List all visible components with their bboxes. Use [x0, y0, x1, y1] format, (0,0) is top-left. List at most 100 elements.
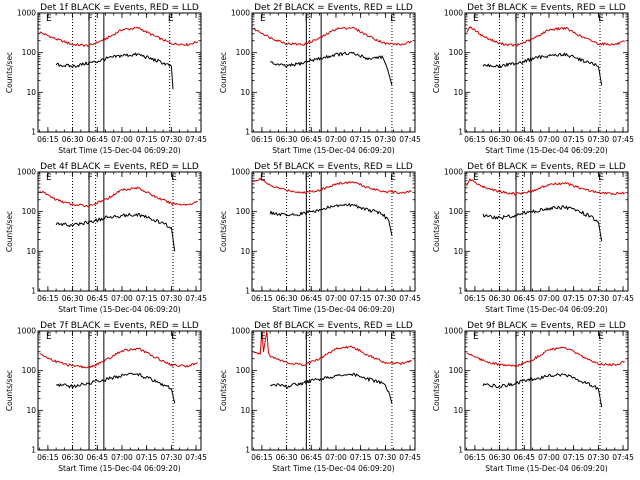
- y-axis-label: Counts/sec: [5, 211, 14, 252]
- chart-title: Det 5f BLACK = Events, RED = LLD: [254, 162, 413, 172]
- x-tick-label: 06:45: [300, 135, 322, 144]
- x-tick-label: 06:45: [513, 135, 535, 144]
- marker-label: E: [260, 14, 266, 24]
- chart-panel-8: Det 8f BLACK = Events, RED = LLD Counts/s…: [219, 321, 421, 473]
- y-tick-label: 100: [22, 48, 37, 57]
- y-axis-label: Counts/sec: [432, 52, 441, 93]
- x-tick-label: 06:15: [464, 453, 486, 462]
- y-tick-label: 100: [236, 366, 251, 375]
- x-tick-label: 07:15: [136, 135, 158, 144]
- x-tick-label: 07:45: [185, 294, 207, 303]
- chart-panel-1: Det 1f BLACK = Events, RED = LLD Counts/s…: [5, 3, 207, 155]
- plot-frame: [37, 330, 202, 451]
- series-line-lld: [39, 26, 199, 48]
- y-axis-label: Counts/sec: [5, 370, 14, 411]
- x-tick-label: 06:30: [62, 453, 84, 462]
- marker-label: F: [514, 14, 519, 24]
- x-tick-label: 06:30: [276, 453, 298, 462]
- x-axis-label: Start Time (15-Dec-04 06:09:20): [485, 464, 607, 473]
- marker-label: E: [260, 173, 266, 183]
- marker-label: E: [171, 173, 177, 183]
- series-line-lld: [466, 346, 625, 367]
- chart-panel-7: Det 7f BLACK = Events, RED = LLD Counts/s…: [5, 321, 207, 473]
- x-tick-label: 07:45: [185, 453, 207, 462]
- x-tick-label: 06:30: [276, 294, 298, 303]
- x-tick-label: 06:15: [251, 135, 273, 144]
- y-tick-label: 10: [26, 88, 36, 97]
- series-line-events: [269, 203, 393, 236]
- x-tick-label: 07:30: [588, 135, 610, 144]
- x-tick-label: 07:45: [612, 135, 634, 144]
- plot-frame: [37, 171, 202, 292]
- x-axis-label: Start Time (15-Dec-04 06:09:20): [485, 305, 607, 314]
- y-tick-label: 100: [449, 366, 464, 375]
- chart-panel-4: Det 4f BLACK = Events, RED = LLD Counts/s…: [5, 162, 207, 314]
- y-axis-label: Counts/sec: [5, 52, 14, 93]
- chart-title: Det 4f BLACK = Events, RED = LLD: [40, 162, 199, 172]
- series-line-events: [482, 52, 603, 86]
- x-tick-label: 07:00: [538, 453, 560, 462]
- x-tick-label: 06:45: [513, 294, 535, 303]
- y-tick-label: 1: [458, 445, 463, 454]
- chart-title: Det 6f BLACK = Events, RED = LLD: [467, 162, 626, 172]
- x-tick-label: 07:00: [111, 135, 133, 144]
- y-tick-label: 1000: [444, 9, 463, 18]
- plot-frame: [464, 12, 629, 133]
- marker-label: E: [473, 332, 479, 342]
- x-tick-label: 06:15: [464, 294, 486, 303]
- chart-panel-2: Det 2f BLACK = Events, RED = LLD Counts/s…: [219, 3, 421, 155]
- x-tick-label: 07:00: [325, 294, 347, 303]
- marker-label: F: [514, 332, 519, 342]
- x-tick-label: 07:00: [111, 294, 133, 303]
- y-tick-label: 1000: [231, 168, 250, 177]
- marker-label: F: [305, 173, 310, 183]
- y-tick-label: 1000: [17, 168, 36, 177]
- chart-title: Det 1f BLACK = Events, RED = LLD: [40, 3, 199, 13]
- chart-panel-3: Det 3f BLACK = Events, RED = LLD Counts/s…: [432, 3, 634, 155]
- y-tick-label: 1: [458, 286, 463, 295]
- x-tick-label: 07:15: [350, 294, 372, 303]
- y-tick-label: 1000: [444, 327, 463, 336]
- y-tick-label: 10: [453, 88, 463, 97]
- x-tick-label: 06:45: [86, 294, 108, 303]
- marker-label: E: [171, 332, 177, 342]
- x-tick-label: 07:30: [161, 135, 183, 144]
- plot-frame: [251, 12, 416, 133]
- y-tick-label: 100: [236, 48, 251, 57]
- y-tick-label: 1: [245, 445, 250, 454]
- x-tick-label: 06:15: [251, 294, 273, 303]
- x-tick-label: 06:45: [86, 453, 108, 462]
- x-tick-label: 07:15: [350, 453, 372, 462]
- x-tick-label: 06:30: [489, 294, 511, 303]
- y-tick-label: 100: [449, 207, 464, 216]
- x-axis-label: Start Time (15-Dec-04 06:09:20): [58, 464, 180, 473]
- series-line-lld: [253, 177, 412, 195]
- chart-title: Det 7f BLACK = Events, RED = LLD: [40, 321, 199, 331]
- x-tick-label: 07:30: [375, 135, 397, 144]
- y-axis-label: Counts/sec: [432, 211, 441, 252]
- x-tick-label: 07:30: [588, 453, 610, 462]
- y-tick-label: 1000: [231, 9, 250, 18]
- plot-frame: [251, 171, 416, 292]
- y-tick-label: 1000: [231, 327, 250, 336]
- plot-frame: [37, 12, 202, 133]
- marker-label: F: [514, 173, 519, 183]
- chart-title: Det 2f BLACK = Events, RED = LLD: [254, 3, 413, 13]
- y-tick-label: 100: [449, 48, 464, 57]
- marker-label: E: [260, 332, 266, 342]
- y-tick-label: 10: [453, 247, 463, 256]
- marker-label: E: [390, 332, 396, 342]
- marker-label: E: [46, 332, 52, 342]
- y-tick-label: 1000: [17, 9, 36, 18]
- x-tick-label: 06:15: [37, 135, 59, 144]
- y-axis-label: Counts/sec: [219, 211, 228, 252]
- marker-label: F: [87, 14, 92, 24]
- x-tick-label: 07:45: [399, 453, 421, 462]
- y-tick-label: 10: [240, 88, 250, 97]
- x-tick-label: 06:30: [62, 294, 84, 303]
- x-tick-label: 07:15: [563, 135, 585, 144]
- y-tick-label: 1: [31, 286, 36, 295]
- x-tick-label: 07:00: [111, 453, 133, 462]
- marker-label: F: [305, 14, 310, 24]
- x-axis-label: Start Time (15-Dec-04 06:09:20): [272, 305, 394, 314]
